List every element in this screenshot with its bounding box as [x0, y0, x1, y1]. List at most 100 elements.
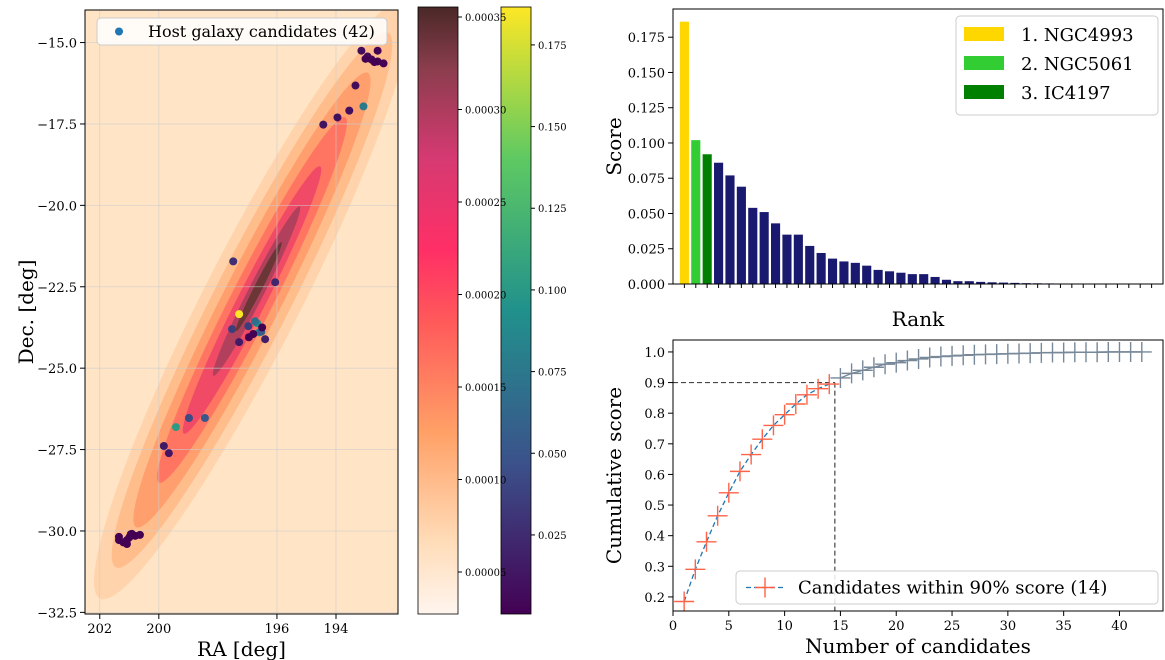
y-tick-label: 0.3	[644, 560, 665, 575]
cumulative-marker	[897, 350, 918, 371]
score-bar	[964, 281, 974, 284]
candidate-point	[271, 278, 280, 287]
cumulative-marker	[763, 415, 784, 436]
x-tick-label: 10	[776, 619, 793, 634]
axes-frame	[672, 8, 1164, 285]
x-tick-label: 202	[87, 622, 112, 637]
y-tick-label: 0.175	[628, 31, 665, 46]
y-tick-label: 0.000	[628, 278, 665, 293]
candidate-point	[126, 530, 135, 539]
y-tick-label: 0.6	[644, 468, 665, 483]
score-bar	[679, 21, 689, 284]
candidate-point	[361, 54, 370, 63]
score-bar	[839, 261, 849, 284]
cumulative-marker	[752, 429, 773, 450]
legend-label: 1. NGC4993	[1021, 25, 1134, 46]
cumulative-marker	[808, 378, 829, 399]
legend-label: Host galaxy candidates (42)	[148, 22, 375, 41]
score-bar	[782, 234, 792, 284]
y-tick-label: 0.4	[644, 530, 665, 545]
score-bar	[725, 175, 735, 284]
x-tick-label: 196	[265, 622, 290, 637]
y-tick-label: 0.100	[628, 137, 665, 152]
y-tick-label: 0.5	[644, 499, 665, 514]
cumulative-marker	[1131, 341, 1152, 362]
score-bar	[930, 276, 940, 284]
axes-frame	[84, 9, 399, 615]
score-bar	[771, 223, 781, 284]
sky-map-background	[85, 10, 398, 614]
x-axis-label: Rank	[892, 307, 945, 331]
legend-swatch	[964, 56, 1004, 70]
candidate-point	[370, 58, 379, 67]
score-bar	[759, 212, 769, 284]
candidate-point	[244, 322, 253, 331]
x-tick-label: 15	[832, 619, 849, 634]
candidate-point	[235, 338, 244, 347]
y-tick-label: 0.2	[644, 591, 665, 606]
colorbar-tick-label: 0.125	[538, 204, 567, 215]
y-tick-label: −22.5	[37, 281, 77, 296]
colorbar-tick-label: 0.00035	[465, 13, 506, 24]
score-bar	[976, 281, 986, 284]
candidate-point	[244, 333, 253, 342]
score-bar	[896, 272, 906, 284]
candidate-point	[171, 423, 180, 432]
cumulative-marker	[796, 384, 817, 405]
score-bar	[907, 274, 917, 284]
y-tick-label: 0.7	[644, 438, 665, 453]
score-bar	[748, 207, 758, 284]
y-tick-label: 0.050	[628, 207, 665, 222]
colorbar-tick-label: 0.00030	[465, 105, 506, 116]
y-tick-label: 0.150	[628, 66, 665, 81]
cumulative-marker	[919, 347, 940, 368]
y-tick-label: −27.5	[37, 444, 77, 459]
y-tick-label: −30.0	[37, 525, 77, 540]
score-bar	[1010, 282, 1020, 284]
score-bar	[850, 262, 860, 284]
colorbar-tick-label: 0.175	[538, 41, 567, 52]
score-bar	[805, 245, 815, 284]
colorbar-tick-label: 0.00005	[465, 568, 506, 579]
cumulative-marker	[741, 444, 762, 465]
x-tick-label: 30	[1000, 619, 1017, 634]
candidate-point	[373, 46, 382, 55]
colorbar-tick-label: 0.00020	[465, 290, 506, 301]
score-bar	[816, 252, 826, 284]
x-axis-label: Number of candidates	[805, 634, 1031, 658]
candidate-point	[379, 59, 388, 68]
legend-label: 3. IC4197	[1021, 83, 1111, 104]
legend-marker	[115, 27, 123, 36]
y-tick-label: −32.5	[37, 606, 77, 621]
y-tick-label: 0.125	[628, 102, 665, 117]
candidate-point	[345, 106, 354, 115]
candidate-point	[229, 257, 238, 266]
candidate-point	[235, 310, 244, 319]
candidate-point	[261, 335, 270, 344]
legend-label: Candidates within 90% score (14)	[798, 578, 1107, 599]
cumulative-line	[683, 383, 830, 602]
probability-region	[94, 10, 398, 600]
cumulative-marker	[685, 559, 706, 580]
candidate-point	[119, 538, 128, 547]
y-tick-label: 1.0	[644, 346, 665, 361]
colorbar-tick-label: 0.00015	[465, 383, 506, 394]
score-bar	[998, 282, 1009, 284]
cumulative-marker	[852, 360, 873, 381]
cumulative-marker	[674, 591, 695, 612]
score-bar	[793, 234, 803, 284]
score-bar	[862, 265, 872, 284]
cumulative-marker	[707, 505, 728, 526]
candidate-point	[184, 413, 193, 422]
cumulative-marker	[908, 348, 929, 369]
candidate-point	[258, 323, 267, 332]
x-tick-label: 5	[725, 619, 733, 634]
x-tick-label: 200	[146, 622, 171, 637]
cumulative-marker	[718, 482, 739, 503]
y-axis-label: Dec. [deg]	[14, 260, 38, 365]
colorbar-tick-label: 0.150	[538, 123, 567, 134]
cumulative-marker	[875, 354, 896, 375]
cumulative-marker	[696, 531, 717, 552]
candidate-point	[351, 81, 360, 90]
y-tick-label: 0.075	[628, 172, 665, 187]
